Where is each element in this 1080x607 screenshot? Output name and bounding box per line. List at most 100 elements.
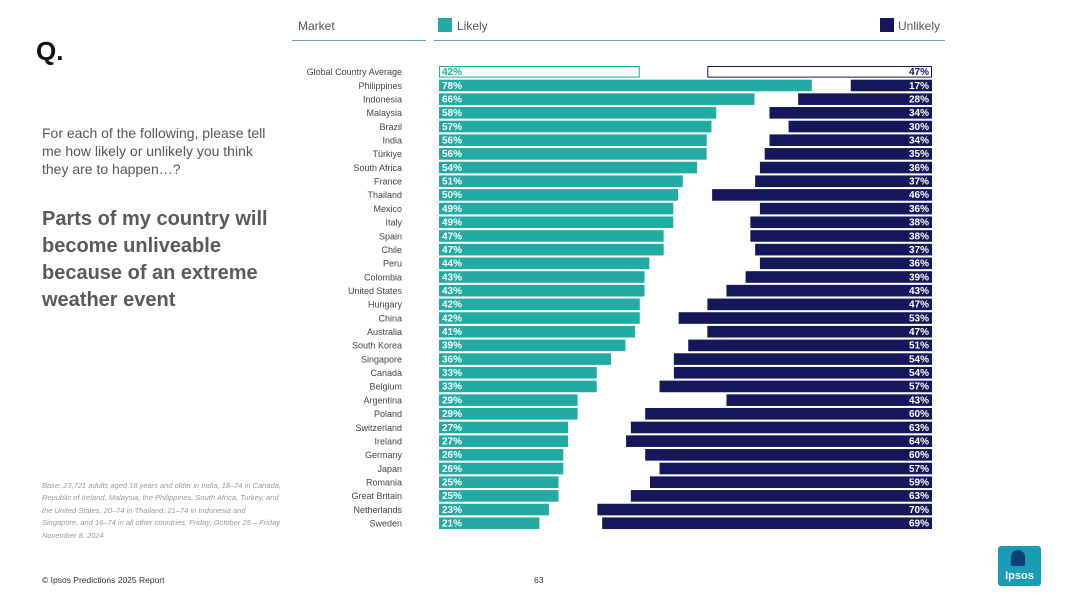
bar-likely	[439, 298, 640, 311]
bar-likely	[439, 271, 645, 283]
bar-likely	[439, 435, 569, 447]
bar-likely	[439, 503, 549, 516]
value-label-likely: 56%	[442, 136, 462, 147]
value-label-likely: 47%	[442, 245, 462, 256]
value-label-unlikely: 64%	[909, 436, 929, 447]
page-number: 63	[534, 575, 544, 585]
category-label: Spain	[379, 231, 402, 241]
value-label-likely: 26%	[442, 450, 462, 461]
value-label-likely: 36%	[442, 354, 462, 365]
value-label-unlikely: 39%	[909, 272, 929, 283]
category-label: Belgium	[369, 382, 402, 392]
value-label-likely: 78%	[442, 81, 462, 92]
value-label-unlikely: 47%	[909, 67, 929, 78]
bar-likely	[439, 517, 540, 530]
bar-unlikely	[659, 380, 932, 393]
category-label: Romania	[366, 478, 402, 488]
value-label-likely: 23%	[442, 505, 462, 516]
bar-likely	[439, 243, 664, 256]
value-label-likely: 58%	[442, 108, 462, 119]
bar-unlikely	[649, 476, 932, 488]
bar-unlikely	[755, 243, 932, 256]
bar-likely	[439, 476, 559, 488]
value-label-unlikely: 54%	[909, 368, 929, 379]
value-label-unlikely: 43%	[909, 395, 929, 406]
category-label: Philippines	[358, 81, 402, 91]
bar-likely	[439, 230, 664, 242]
category-label: Italy	[385, 218, 402, 228]
value-label-likely: 43%	[442, 286, 462, 297]
category-label: Thailand	[367, 190, 402, 200]
bar-likely	[439, 449, 564, 461]
category-label: Türkiye	[372, 149, 402, 159]
bar-likely	[439, 421, 569, 434]
category-label: United States	[348, 286, 403, 296]
legend-likely-label: Likely	[457, 19, 488, 33]
category-label: Australia	[367, 327, 402, 337]
footer-copyright: © Ipsos Predictions 2025 Report	[42, 575, 165, 585]
bar-likely	[439, 189, 678, 201]
value-label-unlikely: 36%	[909, 204, 929, 215]
value-label-likely: 29%	[442, 395, 462, 406]
bar-unlikely	[759, 257, 932, 270]
bar-likely	[439, 408, 578, 420]
bar-unlikely	[769, 107, 932, 119]
bar-unlikely	[707, 66, 933, 78]
bar-unlikely	[750, 216, 932, 229]
value-label-unlikely: 37%	[909, 245, 929, 256]
value-label-unlikely: 36%	[909, 163, 929, 174]
value-label-likely: 29%	[442, 409, 462, 420]
bar-unlikely	[759, 161, 932, 174]
value-label-likely: 44%	[442, 259, 462, 270]
bar-likely	[439, 366, 597, 379]
value-label-likely: 33%	[442, 382, 462, 393]
bar-unlikely	[645, 449, 932, 461]
value-label-unlikely: 38%	[909, 231, 929, 242]
value-label-likely: 27%	[442, 423, 462, 434]
value-label-unlikely: 30%	[909, 122, 929, 133]
value-label-likely: 49%	[442, 218, 462, 229]
bar-likely	[439, 325, 635, 338]
bar-likely	[439, 380, 597, 393]
category-label: Global Country Average	[307, 67, 402, 77]
value-label-likely: 47%	[442, 231, 462, 242]
value-label-unlikely: 46%	[909, 190, 929, 201]
category-label: Peru	[383, 259, 402, 269]
value-label-unlikely: 17%	[909, 81, 929, 92]
bar-unlikely	[712, 189, 932, 201]
bar-unlikely	[673, 353, 932, 365]
bar-likely	[439, 134, 707, 146]
question-mark-label: Q.	[36, 36, 64, 66]
statement-text: Parts of my country will become unliveab…	[42, 208, 268, 311]
bar-unlikely	[750, 230, 932, 242]
value-label-unlikely: 57%	[909, 464, 929, 475]
base-note: Base: 23,721 adults aged 18 years and ol…	[42, 481, 281, 540]
value-label-unlikely: 35%	[909, 149, 929, 160]
value-label-unlikely: 53%	[909, 313, 929, 324]
value-label-likely: 21%	[442, 519, 462, 530]
bar-likely	[439, 216, 674, 229]
category-label: Ireland	[374, 436, 402, 446]
value-label-unlikely: 37%	[909, 177, 929, 188]
header-rule-values	[434, 40, 945, 41]
value-label-unlikely: 34%	[909, 108, 929, 119]
bar-likely	[439, 175, 683, 188]
bar-unlikely	[602, 517, 932, 530]
logo-text: Ipsos	[1005, 570, 1034, 582]
bar-unlikely	[745, 271, 932, 283]
bar-unlikely	[630, 490, 932, 502]
bar-likely	[439, 312, 640, 324]
category-label: Japan	[377, 464, 402, 474]
bar-likely	[439, 161, 698, 174]
bar-unlikely	[759, 202, 932, 215]
category-label: Malaysia	[366, 108, 402, 118]
bar-unlikely	[764, 148, 932, 160]
value-label-likely: 57%	[442, 122, 462, 133]
value-label-likely: 56%	[442, 149, 462, 160]
category-label: Poland	[374, 409, 402, 419]
bar-likely	[439, 257, 650, 270]
bar-unlikely	[798, 93, 932, 105]
category-label: Brazil	[379, 122, 402, 132]
value-label-likely: 39%	[442, 341, 462, 352]
